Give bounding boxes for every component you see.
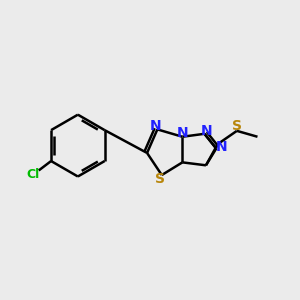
- Text: N: N: [177, 126, 188, 140]
- Text: N: N: [216, 140, 227, 154]
- Text: Cl: Cl: [27, 168, 40, 181]
- Text: N: N: [201, 124, 213, 138]
- Text: S: S: [155, 172, 165, 186]
- Text: S: S: [232, 119, 242, 134]
- Text: N: N: [150, 119, 162, 134]
